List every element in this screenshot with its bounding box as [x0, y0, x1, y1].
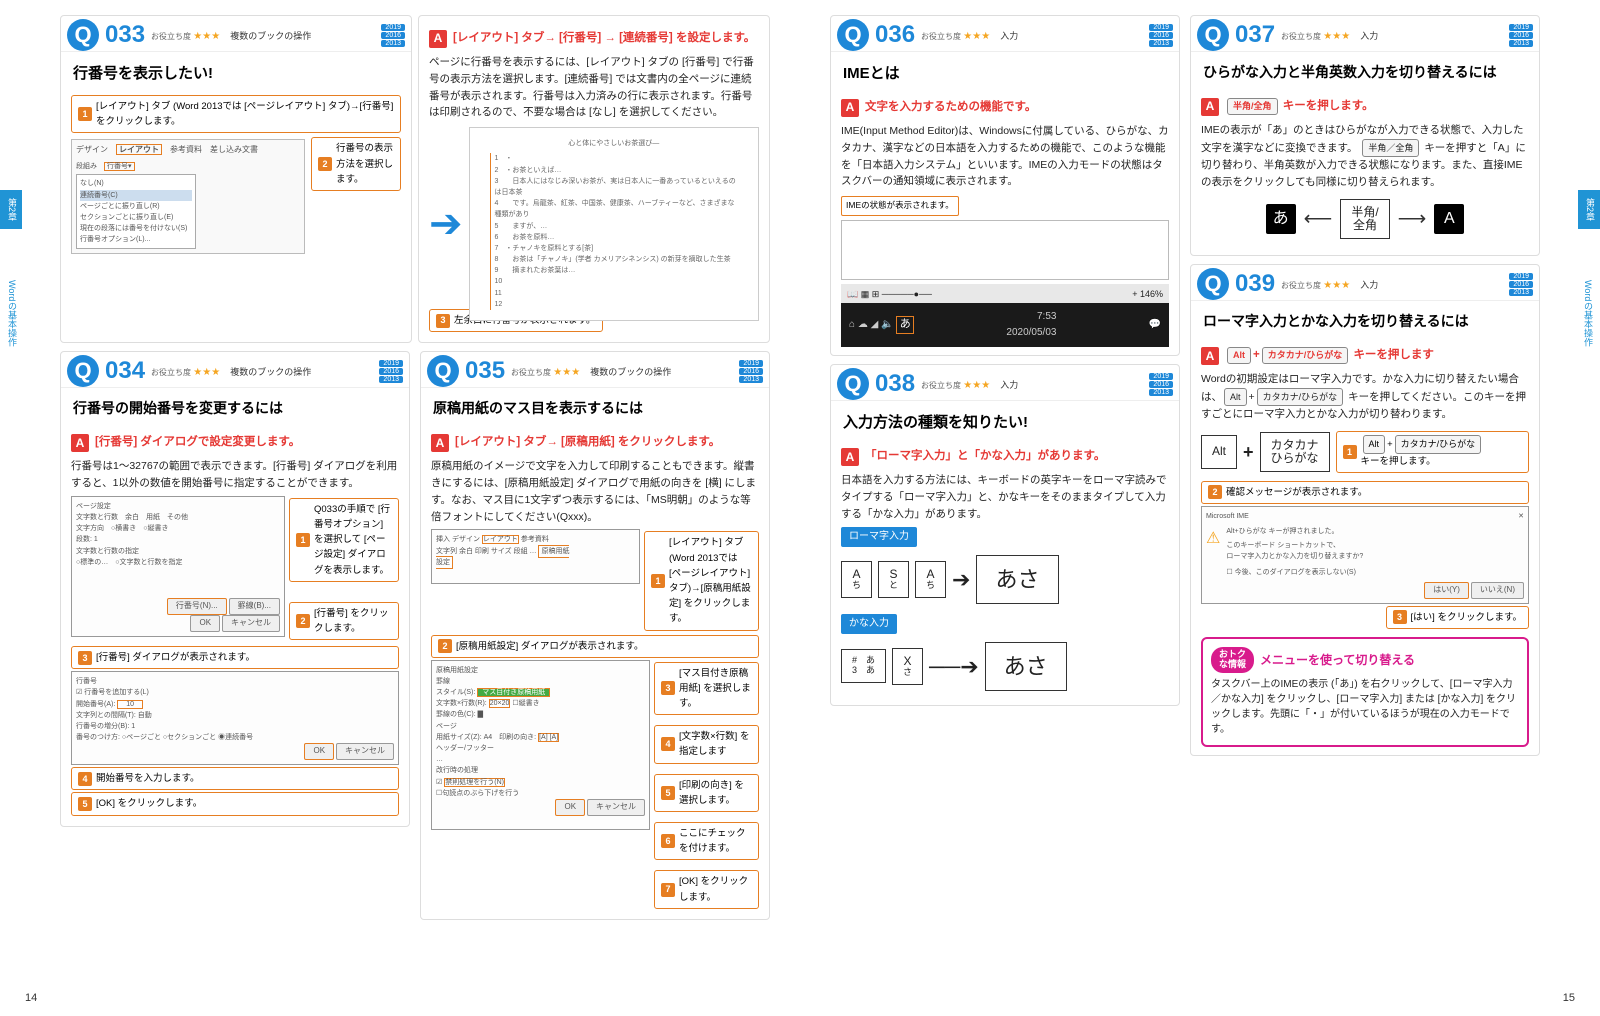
- page-right: 第2章 Wordの基本操作 15 Q 036 お役立ち度 ★★★入力 20192…: [800, 0, 1600, 1016]
- info-box: おトク な情報 メニューを使って切り替える タスクバー上のIMEの表示 (「あ」…: [1201, 637, 1529, 747]
- q039-dialog: Microsoft IME✕ ⚠ Alt+ひらがな キーが押されました。 このキ…: [1201, 506, 1529, 604]
- taskbar: ⌂ ☁ ◢ 🔈 あ 7:532020/05/03 💬: [841, 303, 1169, 347]
- q034-title: 行番号の開始番号を変更するには: [61, 388, 409, 428]
- q-icon: Q: [67, 19, 99, 51]
- chapter-tab-r: 第2章: [1578, 190, 1600, 229]
- q036-title: IMEとは: [831, 52, 1179, 93]
- q039-box: Q 039 お役立ち度 ★★★入力 201920162013 ローマ字入力とかな…: [1190, 264, 1540, 755]
- kana-demo: # あ3 あ Xさ ──➔ あさ: [841, 642, 1169, 691]
- page-number-right: 15: [1563, 992, 1575, 1004]
- ime-toggle-demo: あ ⟵ 半角/ 全角 ⟶ A: [1201, 199, 1529, 239]
- chapter-sub: Wordの基本操作: [5, 280, 19, 346]
- romaji-demo: Aち Sと Aち ➔ あさ: [841, 555, 1169, 604]
- q035-box: Q 035 お役立ち度 ★★★複数のブックの操作 201920162013 原稿…: [420, 351, 770, 920]
- q035-title: 原稿用紙のマス目を表示するには: [421, 388, 769, 428]
- q035-dialog: 原稿用紙設定罫線 スタイル(S): マス目付き原稿用紙 文字数×行数(R): 2…: [431, 660, 650, 830]
- q038-box: Q 038 お役立ち度 ★★★入力 201920162013 入力方法の種類を知…: [830, 364, 1180, 706]
- page-left: 第2章 Wordの基本操作 14 Q 033 お役立ち度 ★★★複数のブックの操…: [0, 0, 800, 1016]
- q034-dialog2: 行番号☑ 行番号を追加する(L) 開始番号(A): 10 文字列との間隔(T):…: [71, 671, 399, 765]
- q033-body: ページに行番号を表示するには、[レイアウト] タブの [行番号] で行番号の表示…: [429, 54, 759, 121]
- q039-title: ローマ字入力とかな入力を切り替えるには: [1191, 301, 1539, 341]
- q034-box: Q 034 お役立ち度 ★★★複数のブックの操作 201920162013 行番…: [60, 351, 410, 826]
- q034-dialog1: ページ設定文字数と行数 余白 用紙 その他 文字方向 ○横書き ○縦書き段数: …: [71, 496, 285, 637]
- q038-title: 入力方法の種類を知りたい!: [831, 401, 1179, 442]
- q036-box: Q 036 お役立ち度 ★★★入力 201920162013 IMEとは A文字…: [830, 15, 1180, 356]
- a-icon: A: [429, 30, 447, 48]
- q036-screenshot: [841, 220, 1169, 280]
- q-icon: Q: [67, 355, 99, 387]
- page-number-left: 14: [25, 992, 37, 1004]
- year-tags: 2019 2016 2013: [381, 24, 405, 47]
- chapter-sub-r: Wordの基本操作: [1581, 280, 1595, 346]
- q033-answer-box: A [レイアウト] タブ→ [行番号] → [連続番号] を設定します。 ページ…: [418, 15, 770, 343]
- arrow-icon: ➔: [429, 127, 463, 321]
- q033-screenshot-ribbon: デザイン レイアウト 参考資料 差し込み文書 段組み 行番号▾ なし(N) 連続…: [71, 139, 305, 254]
- q033-word-preview: 心と体にやさしいお茶選び― 1 ・2 ・お茶といえば…3 日本人にはなじみ深いお…: [469, 127, 759, 321]
- q033-number: 033: [105, 21, 145, 49]
- q035-ribbon: 挿入 デザイン レイアウト 参考資料 文字列 余白 印刷 サイズ 段組 … 原稿…: [431, 529, 640, 584]
- q033-title: 行番号を表示したい!: [61, 52, 411, 93]
- chapter-tab: 第2章: [0, 190, 22, 229]
- q037-box: Q 037 お役立ち度 ★★★入力 201920162013 ひらがな入力と半角…: [1190, 15, 1540, 256]
- q033-answer: [レイアウト] タブ→ [行番号] → [連続番号] を設定します。: [453, 30, 755, 46]
- q033-question-box: Q 033 お役立ち度 ★★★複数のブックの操作 2019 2016 2013 …: [60, 15, 412, 343]
- q037-title: ひらがな入力と半角英数入力を切り替えるには: [1191, 52, 1539, 92]
